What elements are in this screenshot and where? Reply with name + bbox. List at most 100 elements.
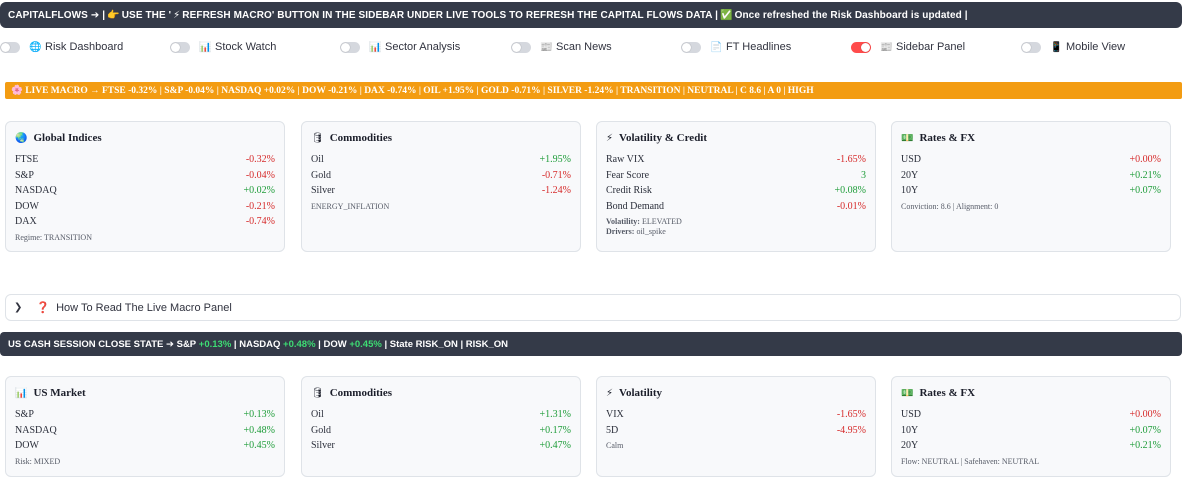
toggle-label: Sidebar Panel — [896, 41, 966, 53]
metric-row: Silver +0.47% — [311, 438, 571, 454]
toggle-switch[interactable] — [170, 41, 190, 53]
metric-value: -0.71% — [541, 169, 571, 181]
metric-value: +0.48% — [243, 424, 275, 436]
volatility-credit-card: ⚡ Volatility & Credit Raw VIX -1.65% Fear… — [596, 121, 876, 252]
banner-brand: CAPITALFLOWS — [8, 9, 88, 21]
newspaper-icon: 📰 — [540, 41, 553, 53]
metric-value: +1.95% — [539, 154, 571, 166]
metric-name: 20Y — [901, 440, 919, 452]
metric-name: Oil — [311, 409, 324, 421]
metric-value: 3 — [861, 169, 866, 181]
card-title: 💵 Rates & FX — [901, 387, 975, 399]
banner-text-c: Once refreshed the Risk Dashboard is upd… — [734, 9, 968, 21]
metric-value: +0.07% — [1129, 185, 1161, 197]
metric-name: DOW — [15, 440, 39, 452]
metric-value: -0.32% — [245, 154, 275, 166]
session-sp-value: +0.13% — [198, 338, 232, 350]
metric-value: -1.65% — [836, 409, 866, 421]
metric-name: DAX — [15, 216, 37, 228]
card-title: 📊 US Market — [15, 387, 86, 399]
close-commodities-card: 🛢 Commodities Oil +1.31% Gold +0.17% Silve… — [301, 376, 581, 477]
banner-arrow: ➔ | — [90, 9, 106, 21]
metric-name: FTSE — [15, 154, 39, 166]
metric-value: -1.24% — [541, 185, 571, 197]
metric-row: S&P +0.13% — [15, 407, 275, 423]
toggle-switch[interactable] — [0, 41, 20, 53]
lightning-icon: ⚡ — [606, 132, 614, 144]
toggle-switch[interactable] — [340, 41, 360, 53]
toggle-switch[interactable] — [511, 41, 531, 53]
session-nasdaq-label: | NASDAQ — [233, 338, 281, 350]
toggle-switch[interactable] — [1021, 41, 1041, 53]
globe-icon: 🌐 — [29, 41, 42, 53]
session-close-banner: US CASH SESSION CLOSE STATE ➔ S&P +0.13%… — [0, 332, 1182, 356]
toggle-sector-analysis[interactable]: 📊 Sector Analysis — [340, 38, 460, 56]
toggle-stock-watch[interactable]: 📊 Stock Watch — [170, 38, 276, 56]
rates-fx-card: 💵 Rates & FX USD +0.00% 20Y +0.21% 10Y +0.0… — [891, 121, 1171, 252]
metric-row: S&P -0.04% — [15, 168, 275, 184]
metric-row: Fear Score 3 — [606, 168, 866, 184]
toggle-ft-headlines[interactable]: 📄 FT Headlines — [681, 38, 791, 56]
toggle-scan-news[interactable]: 📰 Scan News — [511, 38, 612, 56]
expander-label[interactable]: How To Read The Live Macro Panel — [56, 301, 232, 314]
metric-value: +0.00% — [1129, 154, 1161, 166]
metric-name: 10Y — [901, 424, 919, 436]
metric-name: USD — [901, 154, 922, 166]
card-title-text: Global Indices — [33, 132, 102, 144]
metric-row: Silver -1.24% — [311, 183, 571, 199]
newspaper-icon: 📰 — [880, 41, 893, 53]
metric-row: 10Y +0.07% — [901, 183, 1161, 199]
toggle-mobile-view[interactable]: 📱 Mobile View — [1021, 38, 1125, 56]
card-title: ⚡ Volatility — [606, 387, 662, 399]
metric-row: USD +0.00% — [901, 152, 1161, 168]
metric-name: 5D — [606, 424, 619, 436]
metric-name: Raw VIX — [606, 154, 645, 166]
toggle-switch-on[interactable] — [851, 41, 871, 53]
toggle-switch[interactable] — [681, 41, 701, 53]
metric-name: NASDAQ — [15, 424, 57, 436]
money-icon: 💵 — [901, 132, 914, 144]
card-title-text: Commodities — [329, 132, 393, 144]
metric-name: Gold — [311, 169, 331, 181]
metric-value: -0.21% — [245, 200, 275, 212]
regime-note: Regime: TRANSITION — [15, 233, 92, 242]
live-macro-ticker: 🌸 LIVE MACRO → FTSE -0.32% | S&P -0.04% … — [5, 82, 1182, 99]
info-banner: CAPITALFLOWS ➔ | 👉 USE THE ' ⚡ REFRESH M… — [0, 2, 1182, 28]
metric-name: NASDAQ — [15, 185, 57, 197]
toggle-label: Stock Watch — [215, 41, 277, 53]
bar-chart-icon: 📊 — [15, 387, 28, 399]
metric-row: FTSE -0.32% — [15, 152, 275, 168]
metric-value: +0.21% — [1129, 169, 1161, 181]
regime-value: TRANSITION — [43, 233, 92, 242]
toggle-label: FT Headlines — [726, 41, 792, 53]
metric-value: -1.65% — [836, 154, 866, 166]
metric-row: Gold -0.71% — [311, 168, 571, 184]
how-to-read-expander[interactable]: ❯ ❓ How To Read The Live Macro Panel — [5, 294, 1181, 321]
metric-row: Bond Demand -0.01% — [606, 199, 866, 215]
volatility-label: Volatility: — [606, 217, 640, 226]
metric-name: Fear Score — [606, 169, 650, 181]
banner-text-b: REFRESH MACRO' BUTTON IN THE SIDEBAR UND… — [182, 9, 719, 21]
risk-note: Risk: MIXED — [15, 457, 61, 466]
metric-value: +0.13% — [243, 409, 275, 421]
metric-value: +0.17% — [539, 424, 571, 436]
metric-name: S&P — [15, 169, 34, 181]
metric-row: Oil +1.95% — [311, 152, 571, 168]
metric-row: Gold +0.17% — [311, 423, 571, 439]
session-nasdaq-value: +0.48% — [283, 338, 316, 350]
view-toggles: 🌐 Risk Dashboard 📊 Stock Watch 📊 Sector … — [0, 38, 1200, 56]
metric-name: Credit Risk — [606, 185, 652, 197]
card-title-text: Volatility & Credit — [619, 132, 708, 144]
toggle-sidebar-panel[interactable]: 📰 Sidebar Panel — [851, 38, 965, 56]
metric-value: +0.02% — [243, 185, 275, 197]
toggle-risk-dashboard[interactable]: 🌐 Risk Dashboard — [0, 38, 123, 56]
chevron-right-icon[interactable]: ❯ — [14, 302, 23, 313]
session-prefix: US CASH SESSION CLOSE STATE ➔ S&P — [8, 338, 197, 350]
drivers-label: Drivers: — [606, 227, 635, 236]
card-title-text: US Market — [33, 387, 86, 399]
conviction-note: Conviction: 8.6 | Alignment: 0 — [901, 202, 999, 211]
toggle-label: Risk Dashboard — [45, 41, 124, 53]
oil-barrel-icon: 🛢 — [311, 132, 324, 144]
card-title: 🛢 Commodities — [311, 387, 392, 399]
session-dow-value: +0.45% — [349, 338, 382, 350]
